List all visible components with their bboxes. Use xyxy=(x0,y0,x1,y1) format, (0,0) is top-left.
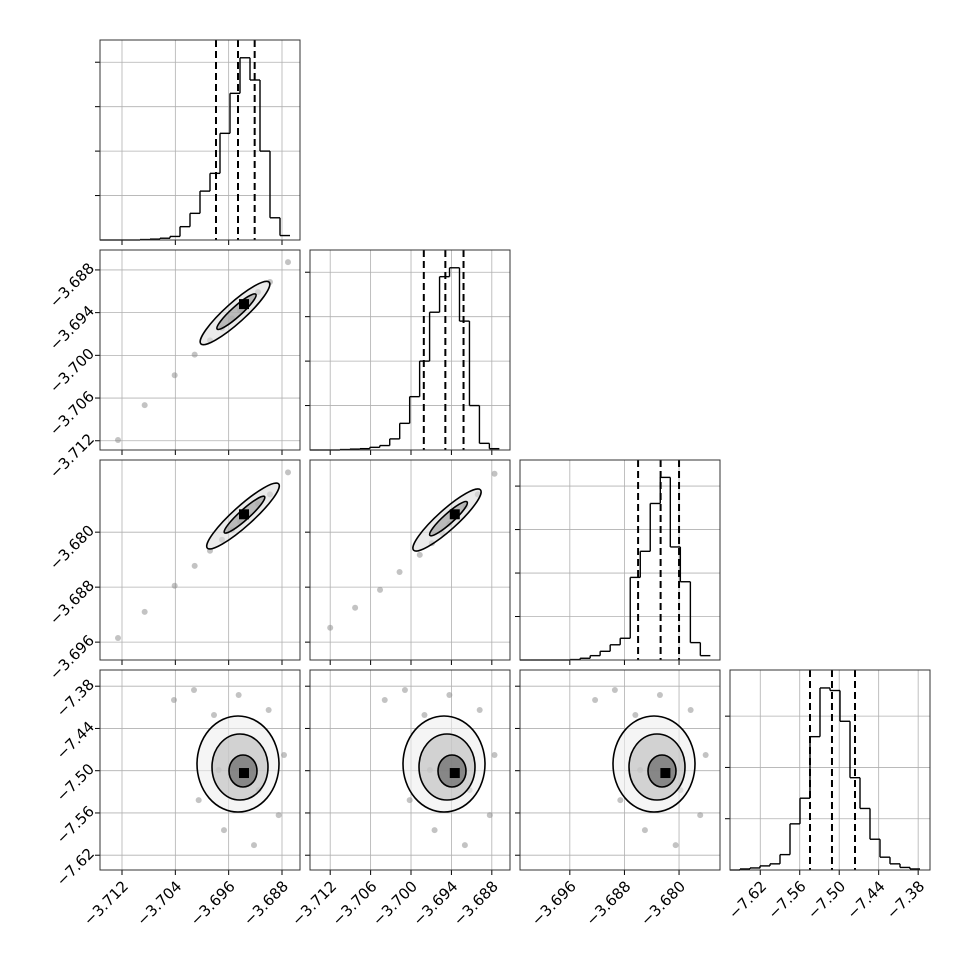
scatter-point xyxy=(115,437,121,444)
x-tick-label: −3.680 xyxy=(637,877,689,929)
scatter-point xyxy=(592,697,599,703)
scatter-point xyxy=(491,470,498,477)
scatter-point xyxy=(611,687,618,693)
y-tick-label: −7.56 xyxy=(53,802,98,847)
y-tick-label: −3.706 xyxy=(46,387,98,439)
scatter-point xyxy=(285,259,291,266)
panel-frame xyxy=(99,249,301,451)
scatter-point xyxy=(191,562,198,569)
scatter-point xyxy=(327,624,334,631)
x-tick-label: −3.688 xyxy=(240,877,292,929)
y-tick-label: −3.680 xyxy=(46,521,98,573)
y-tick-label: −7.44 xyxy=(53,718,98,763)
scatter-point xyxy=(221,827,227,834)
scatter-point xyxy=(491,752,498,758)
median-marker xyxy=(239,509,249,520)
panel-frame xyxy=(729,669,931,871)
scatter-point xyxy=(251,842,257,849)
scatter-point xyxy=(406,797,413,804)
scatter-point xyxy=(352,604,359,611)
scatter-point xyxy=(431,827,438,834)
x-tick-label: −7.56 xyxy=(765,877,810,922)
panel-background xyxy=(520,460,720,660)
scatter-point xyxy=(421,712,428,718)
scatter-point xyxy=(381,697,388,703)
scatter-point xyxy=(265,707,272,713)
scatter-point xyxy=(617,797,624,804)
x-tick-label: −7.62 xyxy=(725,877,770,922)
panel-frame xyxy=(309,459,511,661)
median-marker xyxy=(449,768,460,779)
scatter-point xyxy=(195,797,202,804)
scatter-point xyxy=(275,812,282,819)
scatter-point xyxy=(632,712,639,718)
panel-frame xyxy=(309,249,511,451)
scatter-point xyxy=(416,551,423,558)
scatter-point xyxy=(191,687,197,693)
scatter-point xyxy=(656,692,663,698)
scatter-point xyxy=(281,752,287,758)
x-tick-label: −3.696 xyxy=(528,877,580,929)
x-tick-label: −3.688 xyxy=(582,877,634,929)
median-marker xyxy=(660,768,671,779)
scatter-point xyxy=(377,586,384,593)
y-tick-label: −3.688 xyxy=(46,576,98,628)
scatter-point xyxy=(476,707,483,713)
median-marker xyxy=(449,509,460,520)
median-marker xyxy=(239,299,249,310)
scatter-point xyxy=(191,351,198,358)
panel-frame xyxy=(519,669,721,871)
x-tick-label: −3.688 xyxy=(450,877,502,929)
scatter-point xyxy=(396,569,403,576)
scatter-point xyxy=(486,812,493,819)
scatter-point xyxy=(235,692,242,698)
scatter-point xyxy=(171,372,178,379)
y-tick-label: −7.62 xyxy=(53,844,98,889)
y-tick-label: −3.700 xyxy=(46,345,98,397)
scatter-point xyxy=(641,827,648,834)
y-tick-label: −7.50 xyxy=(53,760,98,805)
x-tick-label: −7.44 xyxy=(843,877,888,922)
scatter-point xyxy=(211,712,217,718)
scatter-point xyxy=(285,469,291,476)
scatter-point xyxy=(141,608,148,615)
x-tick-label: −7.38 xyxy=(883,877,928,922)
panel-background xyxy=(730,670,930,870)
panel-frame xyxy=(519,459,721,661)
panel-frame xyxy=(99,39,301,241)
panel-frame xyxy=(309,669,511,871)
scatter-point xyxy=(461,842,468,849)
scatter-point xyxy=(702,752,709,758)
y-tick-label: −3.712 xyxy=(46,430,98,482)
x-tick-label: −7.50 xyxy=(804,877,849,922)
panels: −3.712−3.706−3.700−3.694−3.688−3.696−3.6… xyxy=(46,40,930,929)
scatter-point xyxy=(687,707,694,713)
x-tick-label: −3.696 xyxy=(187,877,239,929)
scatter-point xyxy=(171,582,178,589)
markers xyxy=(99,39,931,871)
y-tick-label: −3.688 xyxy=(46,259,98,311)
panel-frame xyxy=(99,459,301,661)
scatter-point xyxy=(141,402,148,409)
panel-frame xyxy=(99,669,301,871)
scatter-point xyxy=(401,687,408,693)
scatter-point xyxy=(446,692,453,698)
scatter-point xyxy=(171,697,177,703)
y-tick-label: −3.694 xyxy=(46,302,98,354)
scatter-point xyxy=(115,635,121,642)
x-tick-label: −3.704 xyxy=(133,877,185,929)
median-marker xyxy=(239,768,249,779)
y-tick-label: −3.696 xyxy=(46,631,98,683)
scatter-point xyxy=(697,812,704,819)
x-tick-label: −3.712 xyxy=(80,877,132,929)
scatter-point xyxy=(672,842,679,849)
